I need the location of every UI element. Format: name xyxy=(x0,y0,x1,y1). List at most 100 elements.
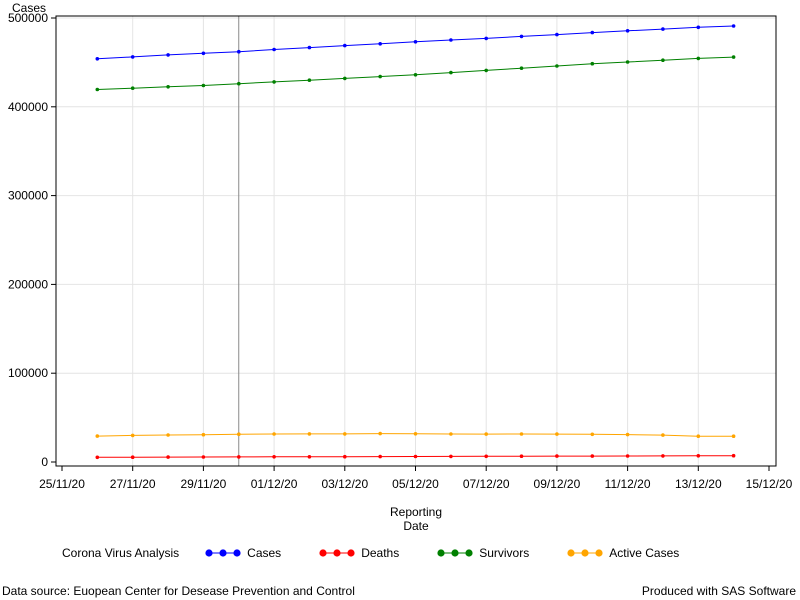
x-tick-label: 01/12/20 xyxy=(251,477,298,491)
data-point-cases xyxy=(237,49,241,54)
legend-swatch-marker xyxy=(437,549,445,557)
data-point-cases xyxy=(95,57,100,61)
data-point-active-cases xyxy=(378,431,383,436)
data-point-active-cases xyxy=(307,432,312,436)
legend-swatch-marker xyxy=(233,549,241,557)
series-survivors xyxy=(95,55,736,92)
data-point-cases xyxy=(625,29,630,33)
data-point-active-cases xyxy=(661,433,665,437)
legend-swatch-marker xyxy=(333,549,341,557)
data-point-survivors xyxy=(555,64,559,68)
data-point-active-cases xyxy=(555,432,559,436)
x-tick-label: 15/12/20 xyxy=(746,477,793,491)
data-point-active-cases xyxy=(201,432,206,437)
data-point-cases xyxy=(731,24,736,28)
legend-item-survivors: Survivors xyxy=(437,546,529,560)
x-tick-label: 09/12/20 xyxy=(534,477,581,491)
data-point-deaths xyxy=(95,455,100,460)
data-point-active-cases xyxy=(625,432,630,437)
data-point-deaths xyxy=(130,455,135,460)
data-point-active-cases xyxy=(130,433,135,438)
y-tick-label: 400000 xyxy=(8,100,48,114)
data-point-active-cases xyxy=(272,432,276,436)
data-point-survivors xyxy=(343,76,347,81)
x-tick-label: 27/11/20 xyxy=(110,477,156,491)
data-point-deaths xyxy=(307,455,312,459)
legend-item-deaths: Deaths xyxy=(319,546,399,560)
legend-title: Corona Virus Analysis xyxy=(62,546,180,560)
series-cases xyxy=(95,24,736,61)
data-point-deaths xyxy=(731,453,736,458)
data-point-survivors xyxy=(201,83,206,88)
data-point-deaths xyxy=(237,455,241,459)
x-axis-title-line2: Date xyxy=(403,519,429,533)
x-axis: 25/11/20 27/11/20 29/11/20 01/12/20 03/12/20… xyxy=(39,466,793,491)
legend-swatch-marker xyxy=(567,549,575,557)
data-point-deaths xyxy=(696,454,701,458)
data-point-survivors xyxy=(661,58,665,62)
legend-item-active-cases: Active Cases xyxy=(567,546,679,560)
data-point-cases xyxy=(343,43,347,48)
data-point-active-cases xyxy=(166,433,170,437)
data-point-deaths xyxy=(201,455,206,459)
legend-swatch-deaths xyxy=(319,549,355,557)
legend-swatch-marker xyxy=(347,549,355,557)
data-point-deaths xyxy=(413,454,418,459)
legend-swatch-marker xyxy=(465,549,473,557)
y-tick-label: 200000 xyxy=(8,277,48,291)
x-tick-label: 07/12/20 xyxy=(463,477,510,491)
data-point-survivors xyxy=(484,68,489,73)
data-point-active-cases xyxy=(413,432,418,436)
data-point-survivors xyxy=(95,87,100,92)
data-point-active-cases xyxy=(449,432,453,436)
data-point-deaths xyxy=(661,454,665,458)
data-point-active-cases xyxy=(484,432,489,436)
data-point-active-cases xyxy=(731,434,736,439)
data-point-cases xyxy=(661,27,665,31)
data-point-deaths xyxy=(555,454,559,458)
data-point-survivors xyxy=(449,70,453,75)
data-point-deaths xyxy=(378,454,383,459)
data-point-survivors xyxy=(413,73,418,77)
data-point-cases xyxy=(307,45,312,50)
legend-label-deaths: Deaths xyxy=(361,546,400,560)
data-point-survivors xyxy=(625,60,630,64)
x-tick-label: 11/12/20 xyxy=(605,477,651,491)
y-tick-label: 500000 xyxy=(8,11,48,25)
legend-swatch-active-cases xyxy=(567,549,603,557)
footnote-data-source: Data source: Euopean Center for Desease … xyxy=(2,584,355,598)
data-point-survivors xyxy=(272,80,276,84)
data-point-active-cases xyxy=(237,432,241,437)
x-tick-label: 13/12/20 xyxy=(675,477,722,491)
data-point-survivors xyxy=(130,86,135,90)
legend-label-active-cases: Active Cases xyxy=(609,546,680,560)
data-point-cases xyxy=(166,53,170,57)
x-tick-label: 03/12/20 xyxy=(321,477,368,491)
data-point-survivors xyxy=(307,78,312,82)
data-point-survivors xyxy=(237,81,241,86)
grid-layer xyxy=(56,16,776,466)
legend-swatch-marker xyxy=(319,549,327,557)
legend-label-survivors: Survivors xyxy=(479,546,530,560)
y-axis-title: Cases xyxy=(12,1,46,15)
data-point-active-cases xyxy=(696,434,701,439)
data-point-deaths xyxy=(625,454,630,458)
data-point-cases xyxy=(413,40,418,44)
data-point-cases xyxy=(449,38,453,42)
data-point-survivors xyxy=(696,56,701,61)
data-point-cases xyxy=(590,30,595,35)
data-point-deaths xyxy=(272,455,276,459)
legend-item-cases: Cases xyxy=(205,546,281,560)
data-point-cases xyxy=(378,42,383,46)
data-point-survivors xyxy=(378,74,383,79)
x-tick-label: 05/12/20 xyxy=(392,477,439,491)
data-point-deaths xyxy=(343,454,347,459)
data-point-deaths xyxy=(590,454,595,458)
y-axis: 0 100000 200000 300000 400000 500000 xyxy=(8,11,56,469)
series-layer xyxy=(95,24,736,460)
y-tick-label: 100000 xyxy=(8,366,48,380)
y-tick-label: 300000 xyxy=(8,189,48,203)
x-tick-label: 25/11/20 xyxy=(39,477,85,491)
x-axis-title-line1: Reporting xyxy=(390,505,442,519)
